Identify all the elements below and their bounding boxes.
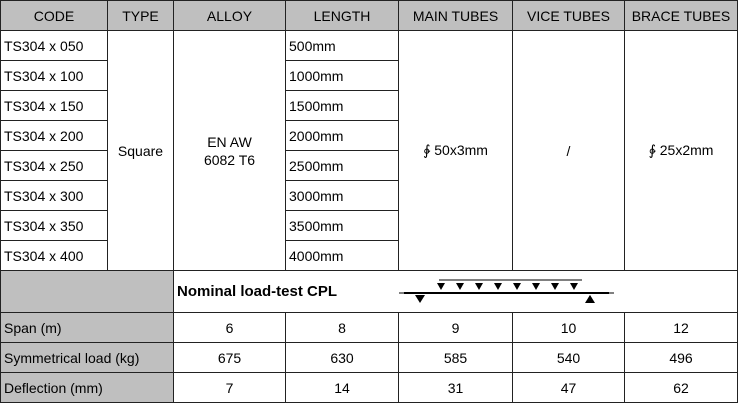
length-cell: 2500mm xyxy=(285,150,399,181)
load-value: 630 xyxy=(285,342,399,373)
length-cell: 500mm xyxy=(285,30,399,61)
deflection-row: Deflection (mm) 7 14 31 47 62 xyxy=(0,372,738,403)
symmetrical-load-label: Symmetrical load (kg) xyxy=(0,342,174,373)
deflection-value: 7 xyxy=(173,372,286,403)
load-value: 585 xyxy=(398,342,513,373)
header-type: TYPE xyxy=(107,0,174,31)
right-support-icon xyxy=(585,295,595,303)
nominal-load-row: Nominal load-test CPL xyxy=(0,270,738,313)
alloy-line-1: EN AW xyxy=(207,133,252,150)
alloy-line-2: 6082 T6 xyxy=(203,151,256,168)
header-row: CODE TYPE ALLOY LENGTH MAIN TUBES VICE T… xyxy=(0,0,738,31)
alloy-cell: EN AW 6082 T6 xyxy=(173,30,286,271)
header-code: CODE xyxy=(0,0,108,31)
nominal-load-cell: Nominal load-test CPL xyxy=(173,270,738,313)
code-cell: TS304 x 200 xyxy=(0,120,108,151)
deflection-value: 62 xyxy=(624,372,738,403)
span-value: 10 xyxy=(512,312,625,343)
span-label: Span (m) xyxy=(0,312,174,343)
table-row: TS304 x 350 3500mm xyxy=(0,210,738,241)
symmetrical-load-row: Symmetrical load (kg) 675 630 585 540 49… xyxy=(0,342,738,373)
table-row: TS304 x 250 2500mm xyxy=(0,150,738,181)
header-brace-tubes: BRACE TUBES xyxy=(624,0,738,31)
code-cell: TS304 x 400 xyxy=(0,240,108,271)
span-value: 6 xyxy=(173,312,286,343)
deflection-value: 31 xyxy=(398,372,513,403)
header-main-tubes: MAIN TUBES xyxy=(398,0,513,31)
code-cell: TS304 x 300 xyxy=(0,180,108,211)
code-cell: TS304 x 250 xyxy=(0,150,108,181)
header-alloy: ALLOY xyxy=(173,0,286,31)
deflection-value: 14 xyxy=(285,372,399,403)
load-value: 540 xyxy=(512,342,625,373)
table-row: TS304 x 300 3000mm xyxy=(0,180,738,211)
deflection-value: 47 xyxy=(512,372,625,403)
table-row: TS304 x 150 1500mm xyxy=(0,90,738,121)
length-cell: 1500mm xyxy=(285,90,399,121)
left-support-icon xyxy=(415,295,425,303)
nominal-gray-cell xyxy=(0,270,174,313)
main-tubes-cell: ∲ 50x3mm xyxy=(398,30,513,271)
length-cell: 4000mm xyxy=(285,240,399,271)
length-cell: 2000mm xyxy=(285,120,399,151)
code-cell: TS304 x 050 xyxy=(0,30,108,61)
code-cell: TS304 x 100 xyxy=(0,60,108,91)
vice-tubes-cell: / xyxy=(512,30,625,271)
load-value: 496 xyxy=(624,342,738,373)
header-length: LENGTH xyxy=(285,0,399,31)
brace-tubes-cell: ∲ 25x2mm xyxy=(624,30,738,271)
deflection-label: Deflection (mm) xyxy=(0,372,174,403)
table-row: TS304 x 050 Square EN AW 6082 T6 500mm ∲… xyxy=(0,30,738,271)
code-cell: TS304 x 150 xyxy=(0,90,108,121)
length-cell: 3500mm xyxy=(285,210,399,241)
span-value: 8 xyxy=(285,312,399,343)
table-row: TS304 x 200 2000mm xyxy=(0,120,738,151)
table-row: TS304 x 400 4000mm xyxy=(0,240,738,271)
span-value: 12 xyxy=(624,312,738,343)
nominal-load-label: Nominal load-test CPL xyxy=(177,283,338,300)
length-cell: 3000mm xyxy=(285,180,399,211)
header-vice-tubes: VICE TUBES xyxy=(512,0,625,31)
code-cell: TS304 x 350 xyxy=(0,210,108,241)
span-row: Span (m) 6 8 9 10 12 xyxy=(0,312,738,343)
type-cell: Square xyxy=(107,30,174,271)
table-row: TS304 x 100 1000mm xyxy=(0,60,738,91)
span-value: 9 xyxy=(398,312,513,343)
beam-load-diagram xyxy=(399,279,614,303)
length-cell: 1000mm xyxy=(285,60,399,91)
load-value: 675 xyxy=(173,342,286,373)
